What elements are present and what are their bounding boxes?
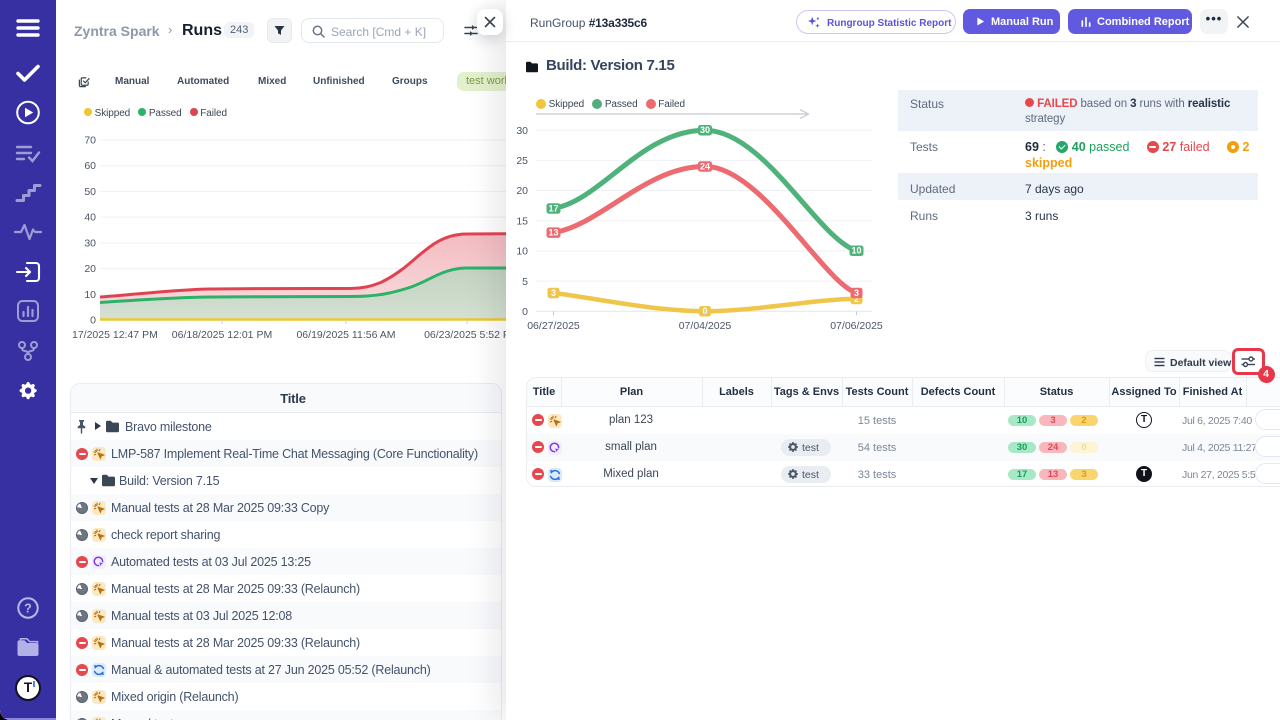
svg-text:13: 13 [548,228,558,238]
svg-text:06/18/2025 12:01 PM: 06/18/2025 12:01 PM [172,329,272,341]
svg-text:06/19/2025 11:56 AM: 06/19/2025 11:56 AM [296,329,395,341]
svg-text:06/23/2025 5:52 P: 06/23/2025 5:52 P [424,329,506,341]
svg-text:30: 30 [700,125,710,135]
svg-text:10: 10 [516,246,528,258]
svg-text:70: 70 [84,135,96,147]
svg-text:07/06/2025: 07/06/2025 [830,320,883,332]
svg-text:30: 30 [84,237,96,249]
svg-text:07/04/2025: 07/04/2025 [679,320,732,332]
svg-text:0: 0 [522,306,528,318]
svg-text:25: 25 [516,155,528,167]
svg-text:17/2025 12:47 PM: 17/2025 12:47 PM [72,329,158,341]
svg-text:20: 20 [516,185,528,197]
svg-text:5: 5 [522,276,528,288]
svg-text:10: 10 [851,246,861,256]
svg-text:15: 15 [516,215,528,227]
svg-text:24: 24 [700,161,710,171]
svg-text:50: 50 [84,186,96,198]
svg-text:30: 30 [516,125,528,137]
svg-text:06/27/2025: 06/27/2025 [527,320,580,332]
svg-text:17: 17 [548,203,558,213]
svg-text:40: 40 [84,212,96,224]
svg-text:3: 3 [854,288,859,298]
svg-text:2: 2 [854,294,859,304]
svg-text:20: 20 [84,263,96,275]
svg-text:0: 0 [90,315,96,327]
svg-text:10: 10 [84,289,96,301]
svg-text:60: 60 [84,160,96,172]
svg-text:?: ? [24,602,32,616]
svg-text:3: 3 [551,288,556,298]
